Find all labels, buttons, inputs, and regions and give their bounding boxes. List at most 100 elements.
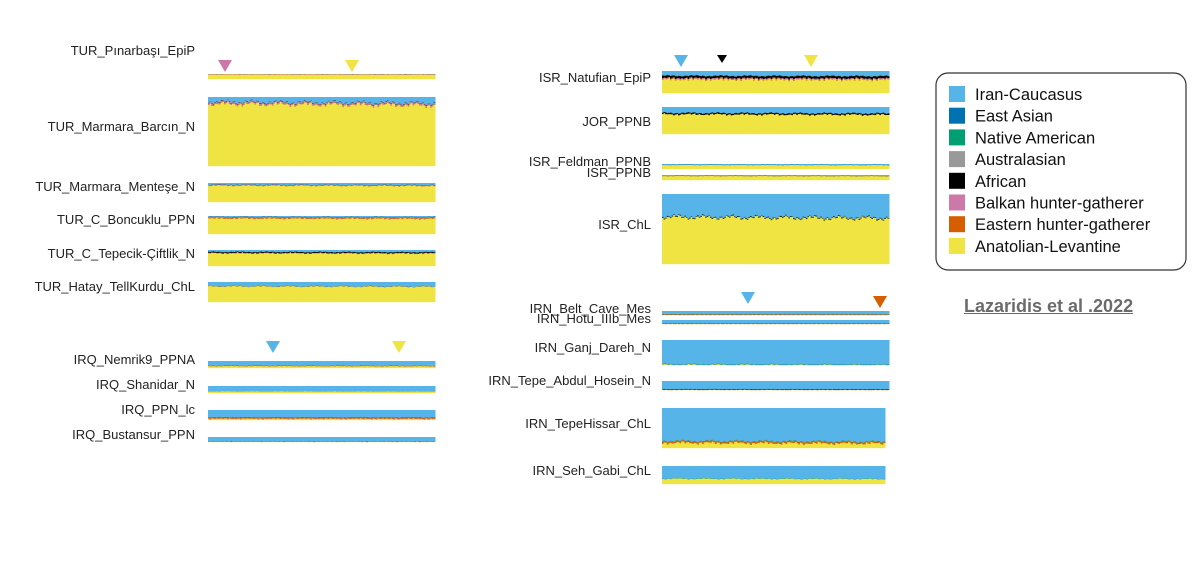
segment-african — [364, 102, 367, 103]
segment-iran-caucasus — [425, 216, 428, 218]
segment-eastern-hunter-gatherer — [255, 217, 259, 219]
segment-anatolian-levantine — [329, 104, 332, 167]
segment-balkan-hunter-gatherer — [260, 217, 263, 219]
segment-iran-caucasus — [275, 216, 278, 217]
segment-anatolian-levantine — [412, 74, 415, 80]
segment-eastern-hunter-gatherer — [359, 104, 362, 106]
segment-balkan-hunter-gatherer — [208, 74, 211, 75]
segment-iran-caucasus — [307, 216, 310, 218]
segment-anatolian-levantine — [283, 185, 286, 203]
segment-balkan-hunter-gatherer — [271, 217, 275, 219]
segment-anatolian-levantine — [387, 218, 390, 235]
segment-african — [252, 252, 255, 254]
segment-anatolian-levantine — [366, 185, 369, 203]
segment-eastern-hunter-gatherer — [433, 104, 436, 105]
segment-iran-caucasus — [347, 97, 350, 105]
segment-balkan-hunter-gatherer — [297, 185, 300, 186]
segment-anatolian-levantine — [246, 253, 249, 267]
segment-balkan-hunter-gatherer — [286, 217, 289, 218]
segment-anatolian-levantine — [294, 218, 297, 235]
segment-balkan-hunter-gatherer — [329, 217, 332, 218]
segment-iran-caucasus — [396, 183, 399, 186]
segment-anatolian-levantine — [343, 74, 346, 80]
segment-iran-caucasus — [263, 216, 267, 217]
segment-balkan-hunter-gatherer — [351, 185, 354, 186]
segment-anatolian-levantine — [255, 103, 259, 167]
segment-anatolian-levantine — [212, 253, 215, 267]
segment-eastern-hunter-gatherer — [387, 217, 390, 219]
segment-eastern-hunter-gatherer — [364, 218, 367, 219]
segment-anatolian-levantine — [278, 74, 281, 80]
segment-eastern-hunter-gatherer — [369, 217, 372, 219]
segment-balkan-hunter-gatherer — [427, 217, 430, 219]
segment-anatolian-levantine — [275, 185, 278, 203]
segment-eastern-hunter-gatherer — [292, 217, 295, 219]
segment-eastern-hunter-gatherer — [348, 218, 351, 220]
segment-eastern-hunter-gatherer — [236, 218, 239, 219]
segment-balkan-hunter-gatherer — [283, 74, 286, 75]
segment-iran-caucasus — [231, 250, 235, 253]
segment-balkan-hunter-gatherer — [387, 217, 390, 218]
segment-anatolian-levantine — [284, 104, 287, 167]
segment-eastern-hunter-gatherer — [428, 217, 431, 219]
segment-iran-caucasus — [425, 183, 428, 186]
segment-eastern-hunter-gatherer — [377, 106, 380, 108]
segment-iran-caucasus — [233, 216, 236, 217]
segment-balkan-hunter-gatherer — [326, 216, 329, 218]
segment-anatolian-levantine — [283, 219, 286, 235]
segment-balkan-hunter-gatherer — [313, 217, 316, 219]
segment-anatolian-levantine — [246, 104, 249, 167]
segment-anatolian-levantine — [291, 105, 294, 167]
segment-iran-caucasus — [225, 97, 228, 102]
segment-iran-caucasus — [433, 183, 436, 186]
segment-african — [223, 101, 227, 103]
segment-anatolian-levantine — [247, 253, 251, 267]
segment-iran-caucasus — [259, 216, 262, 218]
segment-anatolian-levantine — [412, 185, 415, 203]
segment-iran-caucasus — [431, 216, 434, 218]
segment-iran-caucasus — [364, 216, 367, 218]
segment-anatolian-levantine — [225, 218, 228, 235]
segment-african — [230, 251, 233, 254]
segment-balkan-hunter-gatherer — [415, 217, 418, 219]
segment-iran-caucasus — [319, 216, 322, 218]
segment-eastern-hunter-gatherer — [255, 253, 259, 255]
segment-balkan-hunter-gatherer — [315, 102, 318, 105]
segment-eastern-hunter-gatherer — [257, 253, 260, 255]
segment-balkan-hunter-gatherer — [233, 216, 236, 218]
segment-balkan-hunter-gatherer — [295, 74, 299, 75]
segment-anatolian-levantine — [235, 185, 238, 203]
segment-anatolian-levantine — [412, 218, 415, 235]
segment-balkan-hunter-gatherer — [239, 74, 243, 75]
segment-anatolian-levantine — [345, 218, 348, 235]
segment-iran-caucasus — [251, 250, 254, 253]
segment-anatolian-levantine — [209, 103, 212, 167]
segment-anatolian-levantine — [411, 74, 414, 80]
segment-balkan-hunter-gatherer — [355, 74, 358, 75]
segment-balkan-hunter-gatherer — [422, 217, 425, 219]
segment-eastern-hunter-gatherer — [219, 217, 222, 219]
segment-iran-caucasus — [291, 97, 294, 104]
segment-african — [222, 252, 225, 254]
segment-balkan-hunter-gatherer — [364, 74, 367, 75]
segment-anatolian-levantine — [270, 74, 273, 80]
segment-balkan-hunter-gatherer — [359, 184, 362, 186]
segment-iran-caucasus — [398, 216, 401, 218]
segment-iran-caucasus — [372, 183, 375, 186]
segment-iran-caucasus — [319, 97, 322, 105]
segment-balkan-hunter-gatherer — [412, 217, 415, 219]
segment-iran-caucasus — [283, 97, 286, 104]
segment-african — [347, 104, 350, 105]
segment-anatolian-levantine — [271, 218, 275, 235]
segment-anatolian-levantine — [379, 105, 382, 167]
segment-balkan-hunter-gatherer — [310, 217, 313, 219]
segment-anatolian-levantine — [252, 185, 255, 203]
segment-anatolian-levantine — [428, 74, 431, 80]
segment-african — [257, 252, 260, 254]
segment-balkan-hunter-gatherer — [267, 103, 270, 106]
segment-anatolian-levantine — [289, 218, 292, 235]
segment-eastern-hunter-gatherer — [319, 217, 322, 219]
segment-balkan-hunter-gatherer — [255, 74, 259, 75]
segment-iran-caucasus — [302, 97, 305, 102]
